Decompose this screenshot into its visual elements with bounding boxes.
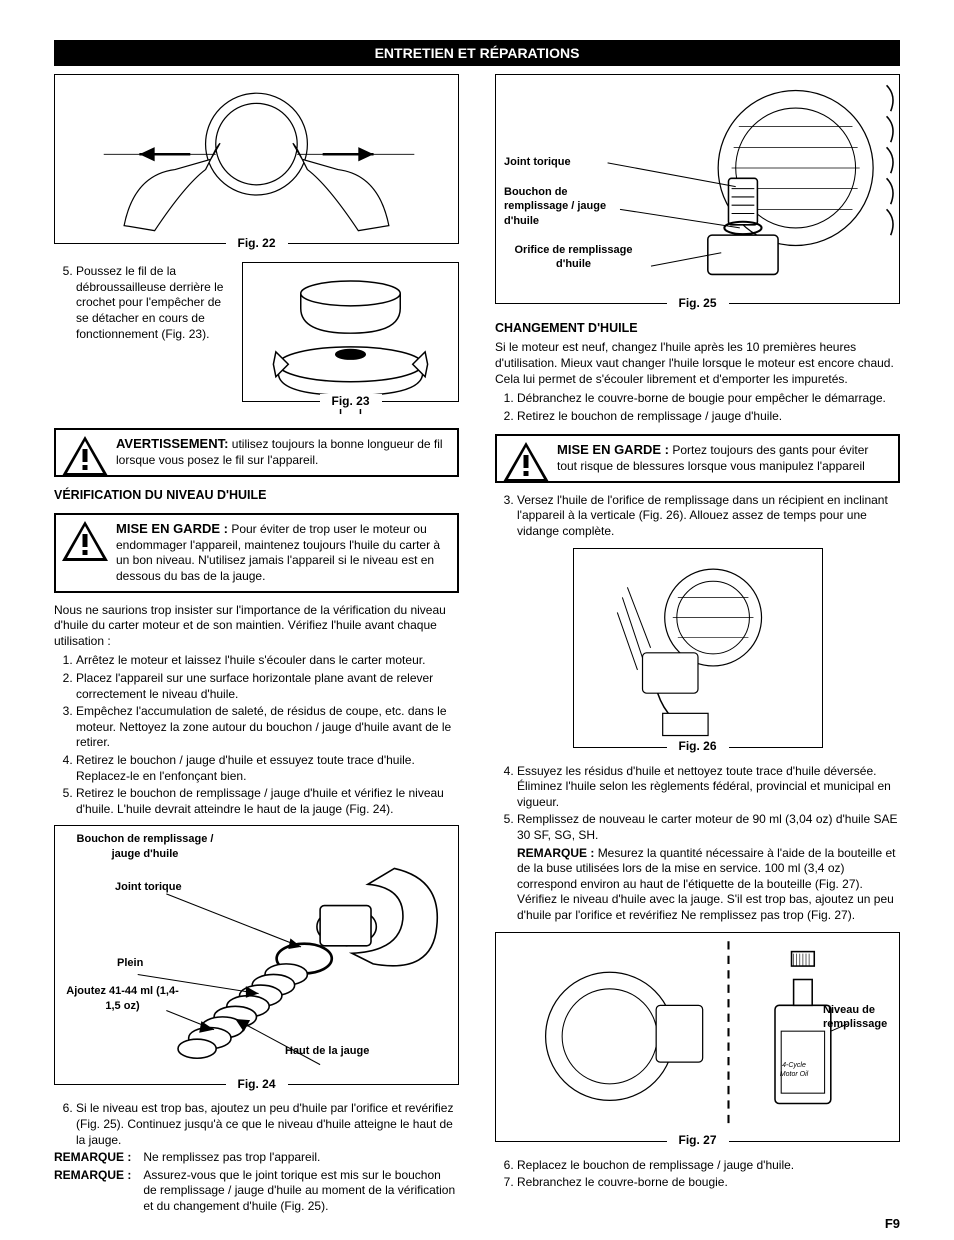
step5-list: Poussez le fil de la débroussailleuse de… <box>54 264 234 342</box>
remark2-text: Assurez-vous que le joint torique est mi… <box>143 1168 456 1215</box>
check-oil-step-2: Placez l'appareil sur une surface horizo… <box>76 671 459 702</box>
fig22-caption: Fig. 22 <box>225 236 287 252</box>
warning-icon <box>501 440 551 484</box>
fig27-caption: Fig. 27 <box>666 1133 728 1149</box>
change-step3-list: Versez l'huile de l'orifice de remplissa… <box>495 493 900 540</box>
figure-22: Fig. 22 <box>54 74 459 244</box>
warning-avert: AVERTISSEMENT: utilisez toujours la bonn… <box>54 428 459 476</box>
fig26-caption: Fig. 26 <box>666 739 728 755</box>
warning-icon <box>60 519 110 563</box>
warning-mise2: MISE EN GARDE : Portez toujours des gant… <box>495 434 900 482</box>
mise2-title: MISE EN GARDE : <box>557 442 669 457</box>
remark3-label: REMARQUE : <box>517 846 594 860</box>
fig22-art <box>63 83 450 236</box>
step6-list: Si le niveau est trop bas, ajoutez un pe… <box>54 1101 459 1148</box>
fig27-bottle-label: 4-Cycle Motor Oil <box>774 1061 814 1079</box>
mise1-title: MISE EN GARDE : <box>116 521 228 536</box>
fig25-label-joint: Joint torique <box>504 155 571 169</box>
avert-title: AVERTISSEMENT: <box>116 436 228 451</box>
step5-item: Poussez le fil de la débroussailleuse de… <box>76 264 234 342</box>
change-step-7: Rebranchez le couvre-borne de bougie. <box>517 1175 900 1191</box>
remark-3: REMARQUE : Mesurez la quantité nécessair… <box>495 846 900 924</box>
fig25-label-orifice: Orifice de remplissage d'huile <box>496 243 651 272</box>
change-steps-67: Replacez le bouchon de remplissage / jau… <box>495 1158 900 1191</box>
fig25-label-bouchon: Bouchon de remplissage / jauge d'huile <box>504 185 614 228</box>
section-check-oil: VÉRIFICATION DU NIVEAU D'HUILE <box>54 487 459 503</box>
fig26-art <box>582 557 814 739</box>
figure-25: Joint torique Bouchon de remplissage / j… <box>495 74 900 304</box>
remark-1: REMARQUE : Ne remplissez pas trop l'appa… <box>54 1150 459 1166</box>
check-oil-step-4: Retirez le bouchon / jauge d'huile et es… <box>76 753 459 784</box>
fig23-caption: Fig. 23 <box>319 394 381 410</box>
change-step-6: Replacez le bouchon de remplissage / jau… <box>517 1158 900 1174</box>
figure-24: Bouchon de remplissage / jauge d'huile J… <box>54 825 459 1085</box>
remark1-text: Ne remplissez pas trop l'appareil. <box>143 1150 456 1166</box>
left-column: Fig. 22 Poussez le fil de la débroussail… <box>54 74 459 1216</box>
step5-row: Poussez le fil de la débroussailleuse de… <box>54 262 459 410</box>
check-oil-step-3: Empêchez l'accumulation de saleté, de ré… <box>76 704 459 751</box>
warning-icon <box>60 434 110 478</box>
change-step-3: Versez l'huile de l'orifice de remplissa… <box>517 493 900 540</box>
change-step-4: Essuyez les résidus d'huile et nettoyez … <box>517 764 900 811</box>
warning-mise1: MISE EN GARDE : Pour éviter de trop user… <box>54 513 459 593</box>
section-change-oil: CHANGEMENT D'HUILE <box>495 320 900 336</box>
check-oil-step-5: Retirez le bouchon de remplissage / jaug… <box>76 786 459 817</box>
fig24-label-joint: Joint torique <box>115 880 182 894</box>
step5-text-wrap: Poussez le fil de la débroussailleuse de… <box>54 262 234 410</box>
fig24-caption: Fig. 24 <box>225 1077 287 1093</box>
fig24-label-bouchon: Bouchon de remplissage / jauge d'huile <box>65 832 225 861</box>
change-step-1: Débranchez le couvre-borne de bougie pou… <box>517 391 900 407</box>
fig24-art <box>55 826 458 1081</box>
change-step-2: Retirez le bouchon de remplissage / jaug… <box>517 409 900 425</box>
figure-26: Fig. 26 <box>573 548 823 748</box>
step6-item: Si le niveau est trop bas, ajoutez un pe… <box>76 1101 459 1148</box>
intro-check-oil: Nous ne saurions trop insister sur l'imp… <box>54 603 459 650</box>
right-column: Joint torique Bouchon de remplissage / j… <box>495 74 900 1216</box>
remark1-label: REMARQUE : <box>54 1150 140 1166</box>
check-oil-steps: Arrêtez le moteur et laissez l'huile s'é… <box>54 653 459 817</box>
figure-23: Fig. 23 <box>242 262 459 402</box>
page-header: ENTRETIEN ET RÉPARATIONS <box>54 40 900 66</box>
columns-container: Fig. 22 Poussez le fil de la débroussail… <box>54 74 900 1216</box>
figure-27: Niveau de remplissage 4-Cycle Motor Oil … <box>495 932 900 1142</box>
fig27-label-niveau: Niveau de remplissage <box>823 1003 893 1032</box>
check-oil-step-1: Arrêtez le moteur et laissez l'huile s'é… <box>76 653 459 669</box>
fig24-label-ajoutez: Ajoutez 41-44 ml (1,4-1,5 oz) <box>65 984 180 1013</box>
intro-change-oil: Si le moteur est neuf, changez l'huile a… <box>495 340 900 387</box>
change-steps-1: Débranchez le couvre-borne de bougie pou… <box>495 391 900 424</box>
page-number: F9 <box>885 1216 900 1233</box>
fig24-label-plein: Plein <box>117 956 143 970</box>
change-step-5: Remplissez de nouveau le carter moteur d… <box>517 812 900 843</box>
remark2-label: REMARQUE : <box>54 1168 140 1184</box>
remark-2: REMARQUE : Assurez-vous que le joint tor… <box>54 1168 459 1215</box>
fig27-art <box>496 933 899 1135</box>
fig25-caption: Fig. 25 <box>666 296 728 312</box>
change-steps-45: Essuyez les résidus d'huile et nettoyez … <box>495 764 900 844</box>
fig24-label-haut: Haut de la jauge <box>285 1044 369 1058</box>
